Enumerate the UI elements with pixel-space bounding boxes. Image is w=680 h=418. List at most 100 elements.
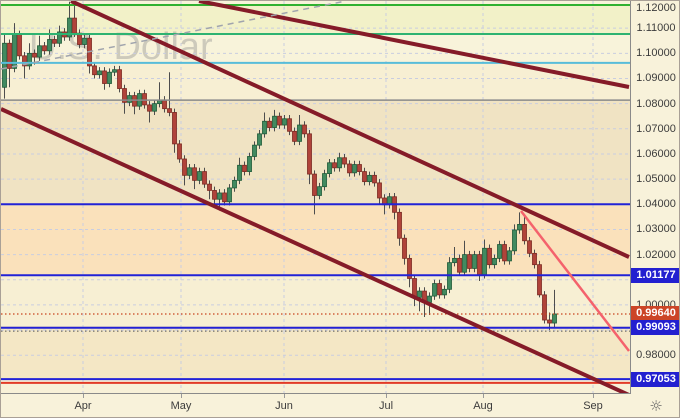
candle-up bbox=[262, 120, 267, 135]
candle-down bbox=[342, 157, 347, 165]
candle-down bbox=[7, 42, 12, 69]
price-level-badge: 0.99640 bbox=[631, 306, 679, 322]
background-band bbox=[1, 275, 630, 326]
candle-up bbox=[37, 45, 42, 58]
axis-corner: ☼ bbox=[631, 394, 679, 417]
candle-down bbox=[202, 171, 207, 185]
candle-down bbox=[362, 171, 367, 183]
candle-up bbox=[337, 157, 342, 169]
candle-down bbox=[402, 237, 407, 259]
time-axis[interactable]: Apr May Jun Jul Aug Sep bbox=[1, 394, 631, 417]
theme-sun-icon[interactable]: ☼ bbox=[643, 398, 668, 415]
trend-line[interactable] bbox=[70, 1, 630, 259]
candle-up bbox=[452, 257, 457, 264]
time-axis-tick bbox=[83, 394, 84, 398]
price-axis-label: 0.98000 bbox=[636, 349, 676, 362]
candle-up bbox=[297, 124, 302, 142]
candle-up bbox=[272, 115, 277, 128]
candle-up bbox=[227, 187, 232, 203]
candle-down bbox=[307, 133, 312, 175]
candle-down bbox=[52, 39, 57, 44]
candle-up bbox=[507, 250, 512, 262]
candle-down bbox=[547, 319, 552, 324]
price-axis[interactable]: 1.12000 1.11000 1.10000 1.09000 1.08000 1.070… bbox=[631, 1, 679, 393]
candle-up bbox=[367, 174, 372, 183]
candle-up bbox=[152, 103, 157, 112]
candle-up bbox=[517, 224, 522, 231]
candle-down bbox=[142, 93, 147, 106]
candle-up bbox=[252, 144, 257, 157]
candle-up bbox=[237, 164, 242, 181]
candle-up bbox=[257, 133, 262, 146]
time-axis-label: Sep bbox=[583, 400, 603, 412]
candle-down bbox=[147, 104, 152, 112]
candle-up bbox=[217, 192, 222, 200]
candle-down bbox=[172, 112, 177, 145]
candle-up bbox=[247, 156, 252, 172]
trend-line[interactable] bbox=[198, 1, 630, 89]
chart-plot-area[interactable]: U.S. Dollar bbox=[1, 1, 631, 394]
price-axis-label: 1.02000 bbox=[636, 248, 676, 261]
candle-up bbox=[352, 164, 357, 174]
time-axis-tick bbox=[181, 394, 182, 398]
background-band bbox=[1, 1, 630, 5]
candle-up bbox=[2, 42, 7, 88]
candle-down bbox=[372, 174, 377, 184]
candle-down bbox=[117, 69, 122, 89]
time-axis-label: Jun bbox=[275, 400, 293, 412]
background-band bbox=[1, 34, 630, 64]
candle-up bbox=[67, 17, 72, 38]
price-axis-label: 1.03000 bbox=[636, 223, 676, 236]
price-axis-label: 1.05000 bbox=[636, 173, 676, 186]
time-axis-label: Jul bbox=[378, 400, 394, 412]
candle-down bbox=[192, 167, 197, 181]
background-band bbox=[1, 378, 630, 393]
candle-up bbox=[322, 173, 327, 188]
candle-up bbox=[442, 288, 447, 296]
candle-down bbox=[267, 120, 272, 128]
candle-down bbox=[467, 254, 472, 269]
candle-down bbox=[347, 163, 352, 174]
price-axis-label: 1.12000 bbox=[636, 2, 676, 14]
trend-line[interactable] bbox=[1, 107, 630, 393]
candle-up bbox=[552, 313, 557, 324]
trend-line[interactable] bbox=[520, 210, 630, 352]
candle-down bbox=[207, 183, 212, 191]
candle-up bbox=[462, 254, 467, 273]
candle-down bbox=[182, 158, 187, 176]
price-axis-label: 1.06000 bbox=[636, 147, 676, 160]
time-axis-label: May bbox=[170, 400, 192, 412]
candle-down bbox=[332, 162, 337, 169]
candle-down bbox=[292, 130, 297, 142]
candle-down bbox=[132, 95, 137, 107]
candle-down bbox=[277, 115, 282, 126]
candle-up bbox=[282, 118, 287, 126]
candle-down bbox=[92, 65, 97, 76]
candle-down bbox=[222, 192, 227, 203]
time-axis-tick bbox=[386, 394, 387, 398]
candle-down bbox=[457, 257, 462, 273]
candle-up bbox=[27, 52, 32, 67]
candlestick-chart[interactable]: U.S. Dollar bbox=[1, 1, 630, 393]
time-axis-label: Apr bbox=[74, 400, 92, 412]
candle-down bbox=[302, 124, 307, 135]
candle-up bbox=[482, 247, 487, 276]
time-axis-tick bbox=[483, 394, 484, 398]
candle-up bbox=[317, 186, 322, 196]
candle-up bbox=[47, 39, 52, 52]
candle-down bbox=[122, 88, 127, 103]
candle-down bbox=[537, 264, 542, 296]
price-level-badge: 1.01177 bbox=[631, 267, 679, 283]
candle-up bbox=[82, 37, 87, 45]
candle-up bbox=[187, 167, 192, 176]
time-axis-tick bbox=[284, 394, 285, 398]
candle-down bbox=[377, 182, 382, 199]
trend-line[interactable] bbox=[1, 1, 347, 70]
candle-up bbox=[512, 229, 517, 252]
price-axis-label: 1.07000 bbox=[636, 122, 676, 135]
candle-down bbox=[312, 173, 317, 196]
background-band bbox=[1, 5, 630, 34]
candle-up bbox=[112, 69, 117, 73]
candle-down bbox=[242, 164, 247, 172]
price-level-badge: 0.99093 bbox=[631, 320, 679, 336]
